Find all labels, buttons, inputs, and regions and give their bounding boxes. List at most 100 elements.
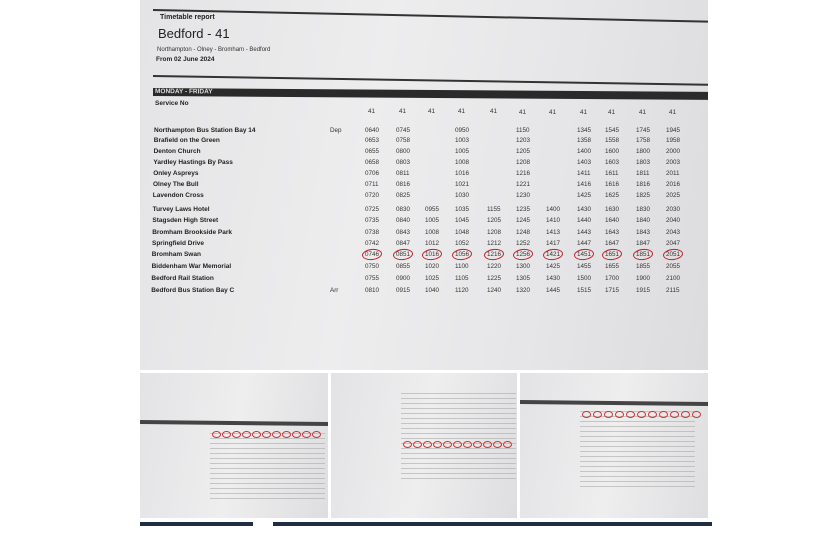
departure-time: 0855 xyxy=(396,263,411,270)
service-no-label: Service No xyxy=(155,100,189,107)
departure-time: 1403 xyxy=(577,159,592,166)
departure-time: 2003 xyxy=(666,159,681,166)
thumbnail-detail xyxy=(580,431,695,432)
departure-time: 1155 xyxy=(487,206,501,213)
departure-time: 1545 xyxy=(605,127,620,134)
departure-time: 0816 xyxy=(396,181,411,188)
thumbnail-detail xyxy=(473,441,482,448)
thumbnail-detail xyxy=(292,431,301,438)
thumbnail-detail xyxy=(604,411,613,418)
thumbnail-detail xyxy=(210,458,325,459)
departure-time: 0655 xyxy=(365,148,380,155)
highlight-circle xyxy=(512,247,534,262)
departure-time: 1410 xyxy=(546,217,561,224)
stop-name: Bromham Swan xyxy=(151,251,201,258)
thumbnail-detail xyxy=(401,458,516,459)
thumbnail-detail xyxy=(580,456,695,457)
departure-time: 1500 xyxy=(577,275,592,282)
thumbnail-detail xyxy=(681,411,690,418)
departure-time: 1256 xyxy=(516,251,531,258)
thumbnail-2[interactable] xyxy=(331,373,517,518)
thumbnail-detail xyxy=(637,411,646,418)
departure-time: 1803 xyxy=(636,159,651,166)
stop-name: Biddenham War Memorial xyxy=(151,263,232,270)
departure-time: 1225 xyxy=(487,275,502,282)
thumbnail-detail xyxy=(272,431,281,438)
thumbnail-detail xyxy=(580,476,695,477)
departure-time: 1425 xyxy=(577,192,592,199)
departure-time: 1100 xyxy=(455,263,469,270)
thumbnail-detail xyxy=(210,453,325,454)
departure-time: 0840 xyxy=(396,217,411,224)
thumbnail-detail xyxy=(210,448,325,449)
thumbnail-detail xyxy=(413,441,422,448)
thumbnail-detail xyxy=(483,441,492,448)
departure-time: 1843 xyxy=(636,229,651,236)
service-number: 41 xyxy=(519,108,527,116)
highlight-circle xyxy=(573,247,595,262)
thumbnail-detail xyxy=(493,441,502,448)
departure-time: 2016 xyxy=(666,181,681,188)
departure-time: 1205 xyxy=(487,217,502,224)
service-number: 41 xyxy=(368,108,376,115)
route-description: Northampton - Olney - Bromham - Bedford xyxy=(157,47,271,53)
departure-time: 1003 xyxy=(455,137,470,144)
thumbnail-detail xyxy=(262,431,271,438)
departure-time: 1515 xyxy=(577,287,592,294)
departure-time: 1625 xyxy=(605,192,620,199)
departure-time: 1758 xyxy=(636,137,651,144)
stop-marker: Dep xyxy=(330,127,342,134)
departure-time: 1630 xyxy=(605,206,620,213)
departure-time: 1230 xyxy=(516,192,531,199)
highlight-circle xyxy=(662,247,684,262)
departure-time: 1417 xyxy=(546,240,561,247)
departure-time: 1643 xyxy=(605,229,620,236)
thumbnail-detail xyxy=(401,463,516,464)
departure-time: 1120 xyxy=(455,287,469,294)
thumbnail-detail xyxy=(580,466,695,467)
stop-name: Turvey Laws Hotel xyxy=(152,206,210,213)
thumbnail-detail xyxy=(140,420,328,426)
thumbnail-detail xyxy=(401,428,516,429)
thumbnail-detail xyxy=(401,448,516,449)
departure-time: 0847 xyxy=(396,240,411,247)
thumbnail-detail xyxy=(232,431,241,438)
thumbnail-detail xyxy=(593,411,602,418)
thumbnail-1[interactable] xyxy=(140,373,328,518)
service-number: 41 xyxy=(608,108,616,116)
service-number: 41 xyxy=(428,108,436,116)
departure-time: 1300 xyxy=(516,263,531,270)
departure-time: 1811 xyxy=(636,170,650,177)
departure-time: 1611 xyxy=(605,170,619,177)
thumbnail-detail xyxy=(212,431,221,438)
thumbnail-detail xyxy=(580,421,695,422)
thumbnail-detail xyxy=(252,431,261,438)
departure-time: 1430 xyxy=(546,275,561,282)
thumbnail-detail xyxy=(302,431,311,438)
main-timetable-photo[interactable]: Timetable report Bedford - 41 Northampto… xyxy=(140,0,708,370)
departure-time: 1025 xyxy=(425,275,440,282)
service-number: 41 xyxy=(458,108,466,116)
highlight-circle xyxy=(483,247,505,262)
thumbnail-detail xyxy=(401,413,516,414)
thumbnail-detail xyxy=(210,498,325,499)
highlight-circle xyxy=(392,247,414,262)
divider xyxy=(152,75,708,86)
departure-time: 1305 xyxy=(516,275,531,282)
departure-time: 1640 xyxy=(605,217,620,224)
departure-time: 1208 xyxy=(516,159,531,166)
service-number: 41 xyxy=(490,108,498,116)
departure-time: 1216 xyxy=(487,251,502,258)
stop-name: Northampton Bus Station Bay 14 xyxy=(154,127,256,134)
stop-name: Yardley Hastings By Pass xyxy=(153,159,233,166)
stop-name: Bromham Brookside Park xyxy=(152,229,233,236)
departure-time: 1647 xyxy=(605,240,620,247)
departure-time: 0830 xyxy=(396,206,411,213)
report-title: Bedford - 41 xyxy=(158,26,230,41)
departure-time: 0711 xyxy=(365,181,379,188)
stop-name: Brafield on the Green xyxy=(153,137,220,144)
departure-time: 0915 xyxy=(396,287,411,294)
thumbnail-3[interactable] xyxy=(520,373,708,518)
departure-time: 0725 xyxy=(365,206,380,213)
thumbnail-detail xyxy=(615,411,624,418)
